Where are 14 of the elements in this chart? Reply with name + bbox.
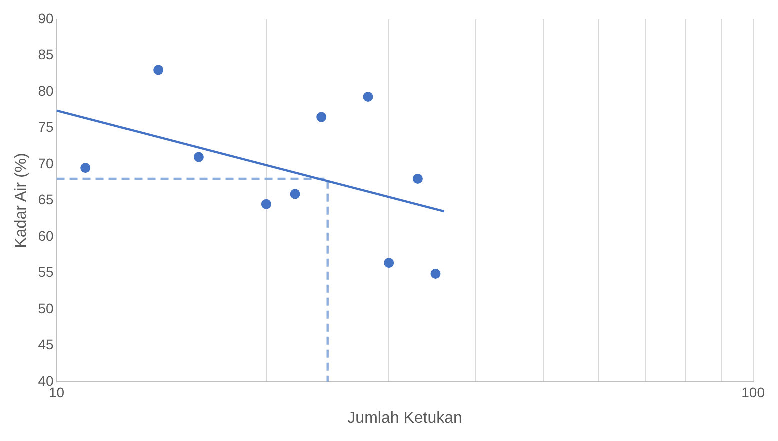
y-tick-label: 60: [38, 228, 54, 244]
y-tick-label: 90: [38, 10, 54, 26]
y-tick-label: 85: [38, 46, 54, 63]
x-tick-label: 100: [742, 384, 766, 400]
y-tick-label: 70: [38, 155, 54, 172]
y-tick-label: 65: [38, 192, 54, 208]
y-tick-label: 50: [38, 300, 54, 316]
y-tick-label: 40: [38, 372, 54, 389]
y-tick-label: 45: [38, 336, 54, 353]
y-tick-label: 75: [38, 119, 54, 136]
y-tick-label: 80: [38, 82, 54, 99]
x-axis-title: Jumlah Ketukan: [348, 410, 462, 427]
y-tick-label: 55: [38, 264, 54, 280]
y-axis-title: Kadar Air (%): [13, 153, 30, 248]
